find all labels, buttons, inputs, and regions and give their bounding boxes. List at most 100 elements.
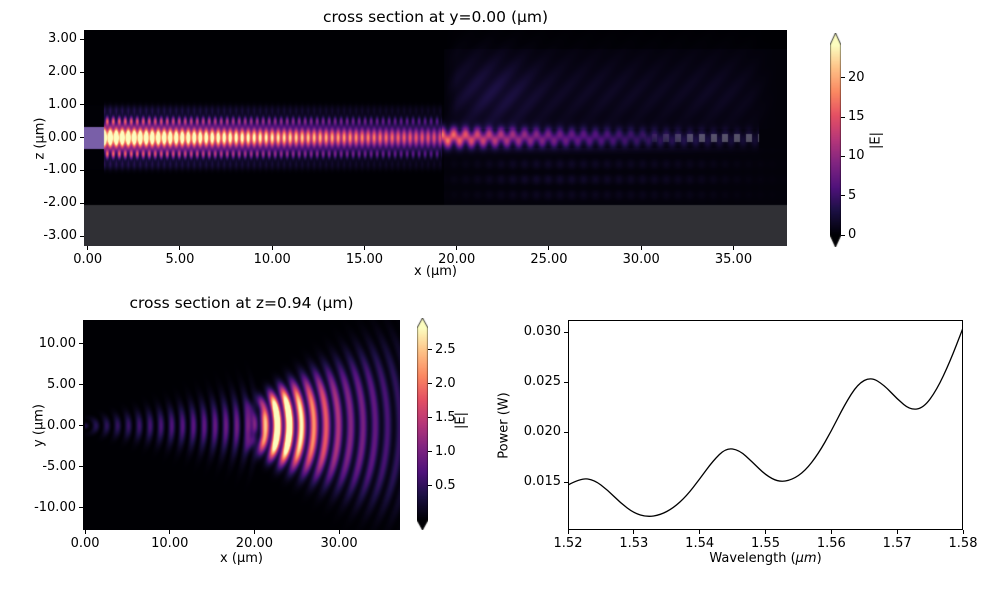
- x-tick-label: 1.52: [553, 536, 583, 551]
- x-tick-label: 0.00: [73, 252, 103, 267]
- y-tick-mark: [79, 507, 83, 509]
- plot-xy-xlabel: x (μm): [220, 551, 263, 566]
- x-tick-label: 10.00: [253, 252, 291, 267]
- plot-xz-title: cross section at y=0.00 (μm): [322, 8, 549, 26]
- x-tick-mark: [456, 246, 458, 250]
- x-tick-mark: [699, 530, 701, 534]
- x-tick-label: 30.00: [622, 252, 660, 267]
- colorbar-tick-mark: [841, 155, 845, 157]
- y-tick-label: 0.015: [523, 474, 561, 489]
- y-tick-mark: [564, 381, 568, 383]
- colorbar-tick-mark: [428, 349, 432, 351]
- heatmap-xz-canvas: [84, 30, 787, 246]
- x-tick-label: 25.00: [530, 252, 568, 267]
- y-tick-label: -2.00: [43, 195, 77, 211]
- y-tick-mark: [564, 331, 568, 333]
- y-tick-label: 1.00: [48, 96, 77, 112]
- x-tick-mark: [830, 530, 832, 534]
- spectrum-xlabel: Wavelength (μm): [568, 551, 963, 566]
- y-tick-label: 10.00: [38, 335, 76, 351]
- x-tick-mark: [179, 246, 181, 250]
- x-tick-mark: [548, 246, 550, 250]
- colorbar-tick-mark: [428, 383, 432, 385]
- colorbar-tick-label: 20: [848, 69, 865, 85]
- colorbar-tick-label: 2.0: [435, 375, 456, 391]
- y-tick-mark: [80, 202, 84, 204]
- x-tick-label: 1.53: [619, 536, 649, 551]
- colorbar-tick-label: 0: [848, 227, 857, 242]
- y-tick-mark: [80, 169, 84, 171]
- colorbar-tick-mark: [841, 116, 845, 118]
- y-tick-label: 0.030: [523, 324, 561, 339]
- spectrum-line-canvas: [568, 320, 963, 530]
- colorbar-tick-label: 1.0: [435, 443, 456, 459]
- colorbar-tick-label: 5: [848, 187, 857, 203]
- colorbar-tick-mark: [841, 195, 845, 197]
- x-tick-mark: [962, 530, 964, 534]
- x-tick-mark: [732, 246, 734, 250]
- x-tick-label: 1.57: [882, 536, 912, 551]
- y-tick-label: 0.00: [48, 129, 77, 145]
- y-tick-label: -5.00: [42, 458, 76, 474]
- y-tick-mark: [80, 235, 84, 237]
- x-tick-mark: [169, 530, 171, 534]
- colorbar-tick-mark: [428, 485, 432, 487]
- colorbar-tick-mark: [428, 451, 432, 453]
- y-tick-mark: [79, 425, 83, 427]
- spectrum-xlabel-unit: μm: [795, 551, 817, 566]
- x-tick-label: 5.00: [165, 252, 195, 267]
- colorbar-tick-mark: [841, 234, 845, 236]
- x-tick-label: 1.58: [948, 536, 978, 551]
- heatmap-xy-canvas: [83, 320, 400, 530]
- colorbar-tick-mark: [841, 77, 845, 79]
- x-tick-mark: [84, 530, 86, 534]
- y-tick-label: -3.00: [43, 228, 77, 244]
- x-tick-label: 35.00: [714, 252, 753, 267]
- y-tick-label: 0.025: [523, 374, 561, 389]
- x-tick-mark: [271, 246, 273, 250]
- y-tick-label: -10.00: [34, 499, 76, 515]
- x-tick-label: 0.00: [70, 536, 100, 551]
- x-tick-label: 30.00: [320, 536, 358, 551]
- x-tick-label: 1.54: [685, 536, 715, 551]
- y-tick-label: -1.00: [43, 162, 77, 178]
- y-tick-label: 5.00: [47, 376, 76, 392]
- y-tick-mark: [564, 481, 568, 483]
- colorbar-tick-label: 2.5: [435, 341, 456, 357]
- colorbar-xz-canvas: [830, 33, 841, 247]
- plot-xz-xlabel: x (μm): [414, 264, 457, 279]
- y-tick-mark: [80, 104, 84, 106]
- x-tick-label: 10.00: [151, 536, 189, 551]
- y-tick-mark: [80, 71, 84, 73]
- colorbar-tick-label: 15: [848, 109, 865, 125]
- y-tick-label: 2.00: [48, 64, 77, 80]
- y-tick-mark: [79, 384, 83, 386]
- colorbar-tick-label: 10: [848, 148, 865, 164]
- colorbar-xy-canvas: [417, 318, 428, 530]
- y-tick-label: 0.00: [47, 417, 76, 433]
- colorbar-xz-label: |E|: [868, 132, 884, 149]
- x-tick-mark: [640, 246, 642, 250]
- y-tick-mark: [564, 431, 568, 433]
- plot-xy-title: cross section at z=0.94 (μm): [129, 294, 354, 312]
- x-tick-mark: [896, 530, 898, 534]
- y-tick-label: 0.020: [523, 424, 561, 439]
- y-tick-label: 3.00: [48, 31, 77, 47]
- colorbar-tick-label: 1.5: [435, 409, 456, 425]
- y-tick-mark: [79, 466, 83, 468]
- x-tick-mark: [567, 530, 569, 534]
- colorbar-tick-label: 0.5: [435, 477, 456, 493]
- x-tick-label: 15.00: [345, 252, 384, 267]
- x-tick-label: 1.56: [816, 536, 846, 551]
- colorbar-tick-mark: [428, 417, 432, 419]
- x-tick-mark: [253, 530, 255, 534]
- x-tick-mark: [765, 530, 766, 534]
- x-tick-mark: [363, 246, 365, 250]
- x-tick-mark: [338, 530, 340, 534]
- x-tick-mark: [87, 246, 89, 250]
- spectrum-xlabel-prefix: Wavelength (: [709, 551, 796, 566]
- spectrum-xlabel-suffix: ): [816, 551, 822, 566]
- y-tick-mark: [79, 343, 83, 345]
- y-tick-mark: [80, 38, 84, 40]
